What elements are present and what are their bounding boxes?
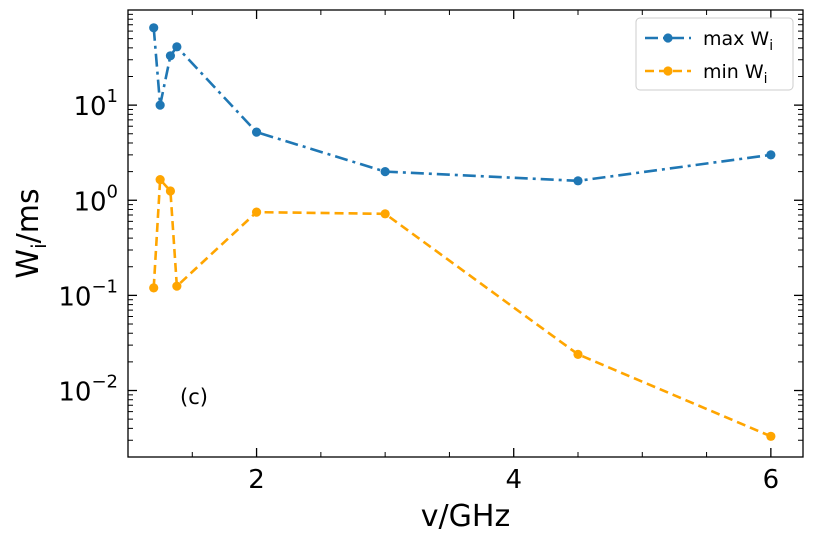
y-tick-label-base: 10 [58,378,91,408]
tick-layer [127,10,803,458]
data-point [251,127,262,137]
legend-label-sub: i [764,71,768,87]
y-tick-label-base: 10 [73,187,106,217]
series-line [152,178,772,438]
y-tick-label: 10−1 [58,276,118,312]
legend-marker [663,33,673,43]
y-axis-title-main: W [11,249,46,279]
legend-marker [663,66,673,76]
y-tick-label: 100 [73,181,118,217]
data-point [251,207,262,217]
y-tick-label-base: 10 [73,92,106,122]
data-point [573,176,583,186]
y-tick-label-exponent: −2 [91,372,118,393]
y-axis-title-unit: /ms [11,188,46,243]
data-point [573,349,583,359]
data-point [380,209,390,219]
y-tick-label-base: 10 [58,282,91,312]
series-layer [149,23,776,441]
data-point [155,174,165,185]
plot-frame [127,9,804,458]
data-point [380,167,390,177]
data-point [172,281,182,291]
legend-label-main: min W [703,61,764,83]
x-tick-label: 4 [505,465,522,495]
data-point [155,100,165,110]
annotation-label: (c) [180,385,208,409]
y-tick-label-exponent: 1 [107,86,118,107]
x-tick-label: 6 [763,465,780,495]
series-min [149,174,776,441]
legend-label: min Wi [703,61,768,87]
legend-label-main: max W [703,28,769,50]
legend-label: max Wi [703,28,773,54]
y-tick-label-exponent: −1 [91,276,118,297]
y-tick-label: 10−2 [58,372,118,408]
y-tick-label-exponent: 0 [107,181,118,202]
data-point [149,23,159,33]
y-axis-title: Wi/ms [11,188,51,278]
y-axis-title-sub: i [27,243,51,249]
x-tick-label: 2 [248,465,265,495]
data-point [149,283,159,293]
data-point [165,51,176,61]
data-point [172,42,182,52]
series-max [149,23,776,186]
legend-label-sub: i [769,38,773,54]
data-point [766,150,776,160]
data-point [766,431,776,441]
series-line [152,27,772,183]
data-point [165,186,176,196]
y-tick-label: 101 [73,86,118,122]
x-axis-title: v/GHz [421,499,510,534]
